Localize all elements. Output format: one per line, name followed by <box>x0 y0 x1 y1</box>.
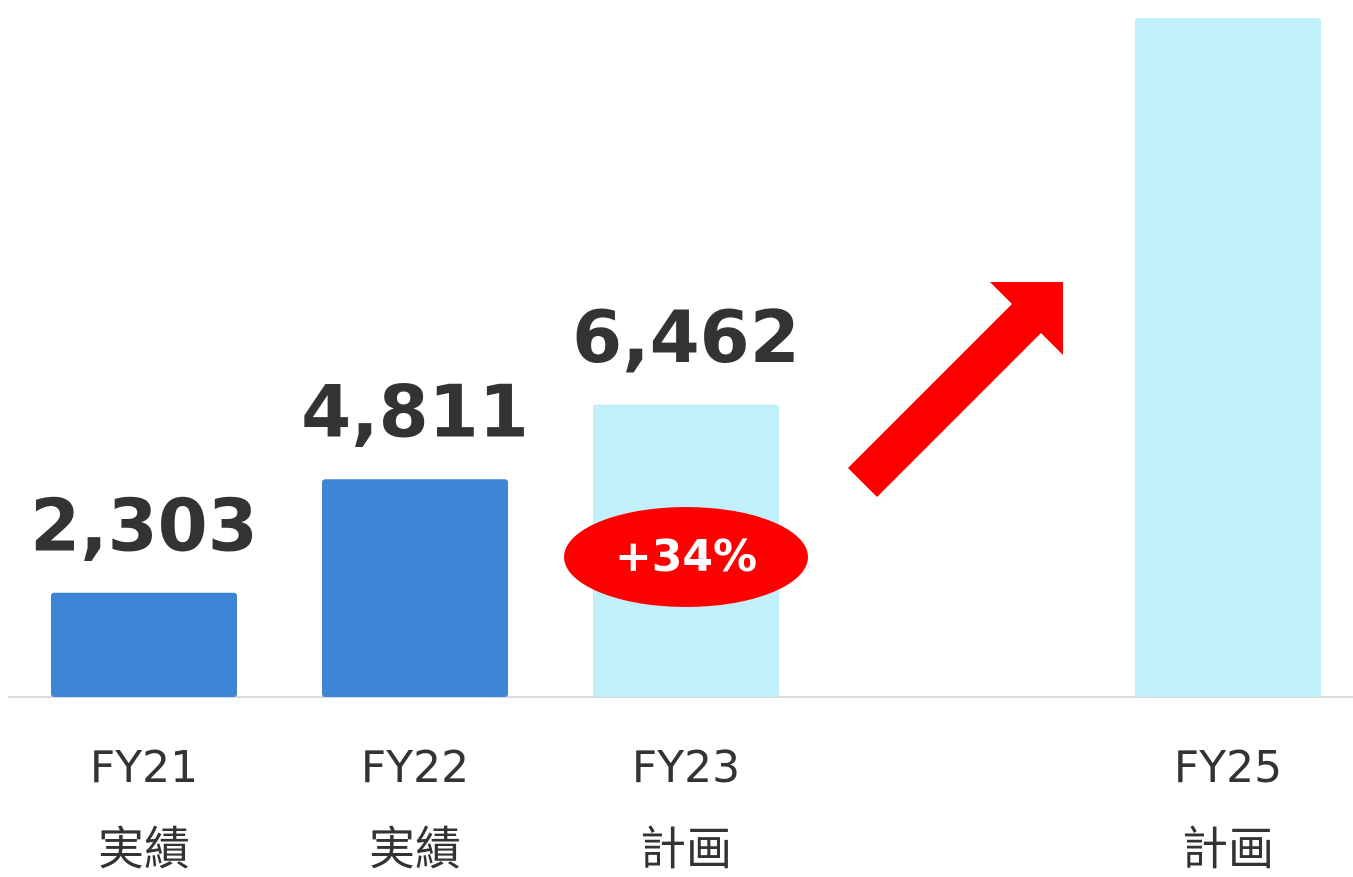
growth-badge-label: +34% <box>615 531 757 582</box>
bar <box>51 592 237 697</box>
x-tick-note: 計画 <box>1182 822 1274 876</box>
bar <box>322 479 508 697</box>
x-tick-note: 計画 <box>640 822 732 876</box>
x-tick-label: FY25 <box>1174 742 1282 793</box>
value-label: 4,811 <box>301 370 529 454</box>
growth-badge <box>564 507 808 607</box>
x-tick-note: 実績 <box>98 822 190 876</box>
x-tick-label: FY22 <box>361 742 469 793</box>
x-tick-note: 実績 <box>369 822 461 876</box>
growth-arrow <box>848 282 1063 504</box>
value-label: 6,462 <box>572 295 800 379</box>
x-tick-label: FY21 <box>90 742 198 793</box>
value-label: 2,303 <box>30 483 258 567</box>
x-tick-label: FY23 <box>632 742 740 793</box>
bar <box>1135 18 1321 697</box>
